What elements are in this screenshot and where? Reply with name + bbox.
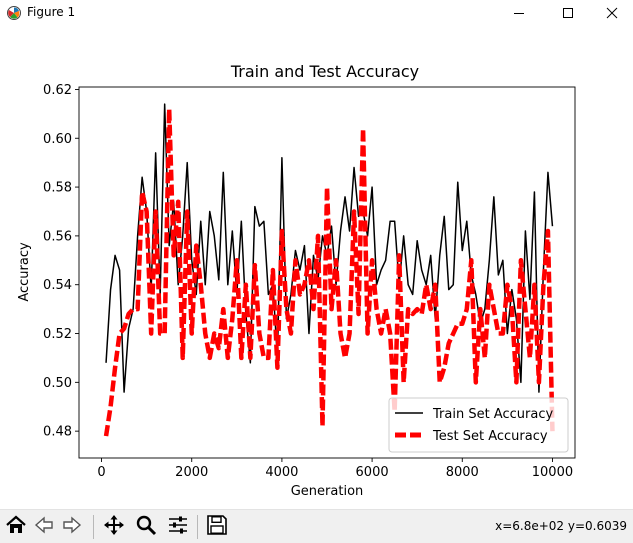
line-chart[interactable]: Train and Test Accuracy 0 2000 4000 6000 800… [0, 26, 633, 509]
navigation-toolbar: x=6.8e+02 y=0.6039 [0, 509, 633, 543]
close-icon [606, 7, 618, 19]
configure-subplots-button[interactable] [164, 514, 192, 540]
x-tick-label: 8000 [446, 465, 479, 480]
toolbar-separator [93, 515, 94, 539]
y-tick-label: 0.56 [43, 229, 72, 244]
y-tick-label: 0.58 [43, 181, 72, 196]
magnifier-icon [135, 514, 157, 540]
forward-button[interactable] [58, 514, 86, 540]
y-tick-label: 0.54 [43, 278, 72, 293]
window-title: Figure 1 [27, 5, 76, 19]
x-axis: 0 2000 4000 6000 8000 10000 [97, 458, 573, 480]
home-icon [5, 514, 27, 540]
y-tick-label: 0.48 [43, 425, 72, 440]
maximize-icon [562, 7, 574, 19]
pan-button[interactable] [100, 514, 128, 540]
legend-box [388, 397, 569, 453]
x-tick-label: 0 [97, 465, 105, 480]
test-accuracy-line [103, 106, 555, 437]
save-button[interactable] [203, 514, 231, 540]
home-button[interactable] [2, 514, 30, 540]
y-axis-label: Accuracy [17, 242, 32, 302]
y-tick-label: 0.50 [43, 376, 72, 391]
x-tick-label: 2000 [175, 465, 208, 480]
floppy-disk-icon [206, 514, 228, 540]
chart-title: Train and Test Accuracy [230, 62, 419, 81]
minimize-button[interactable] [496, 0, 542, 26]
legend-test-label: Test Set Accuracy [432, 429, 548, 444]
x-axis-label: Generation [291, 484, 364, 499]
y-axis: 0.48 0.50 0.52 0.54 0.56 0.58 0.60 0.62 [43, 83, 79, 440]
title-bar: Figure 1 [0, 0, 633, 26]
pan-arrows-icon [103, 514, 125, 540]
y-tick-label: 0.62 [43, 83, 72, 98]
minimize-icon [513, 7, 525, 19]
toolbar-separator [197, 515, 198, 539]
x-tick-label: 4000 [265, 465, 298, 480]
sliders-icon [167, 514, 189, 540]
close-button[interactable] [589, 0, 633, 26]
cursor-coordinates: x=6.8e+02 y=0.6039 [495, 519, 627, 533]
back-arrow-icon [33, 514, 55, 540]
matplotlib-logo-icon [6, 5, 22, 21]
back-button[interactable] [30, 514, 58, 540]
y-tick-label: 0.52 [43, 327, 72, 342]
zoom-button[interactable] [132, 514, 160, 540]
x-tick-label: 6000 [356, 465, 389, 480]
x-tick-label: 10000 [532, 465, 573, 480]
forward-arrow-icon [61, 514, 83, 540]
maximize-button[interactable] [545, 0, 591, 26]
figure-canvas[interactable]: Train and Test Accuracy 0 2000 4000 6000 800… [0, 26, 633, 509]
y-tick-label: 0.60 [43, 132, 72, 147]
legend-train-label: Train Set Accuracy [432, 407, 553, 422]
legend: Train Set Accuracy Test Set Accuracy [388, 397, 569, 453]
plot-frame [78, 86, 576, 459]
